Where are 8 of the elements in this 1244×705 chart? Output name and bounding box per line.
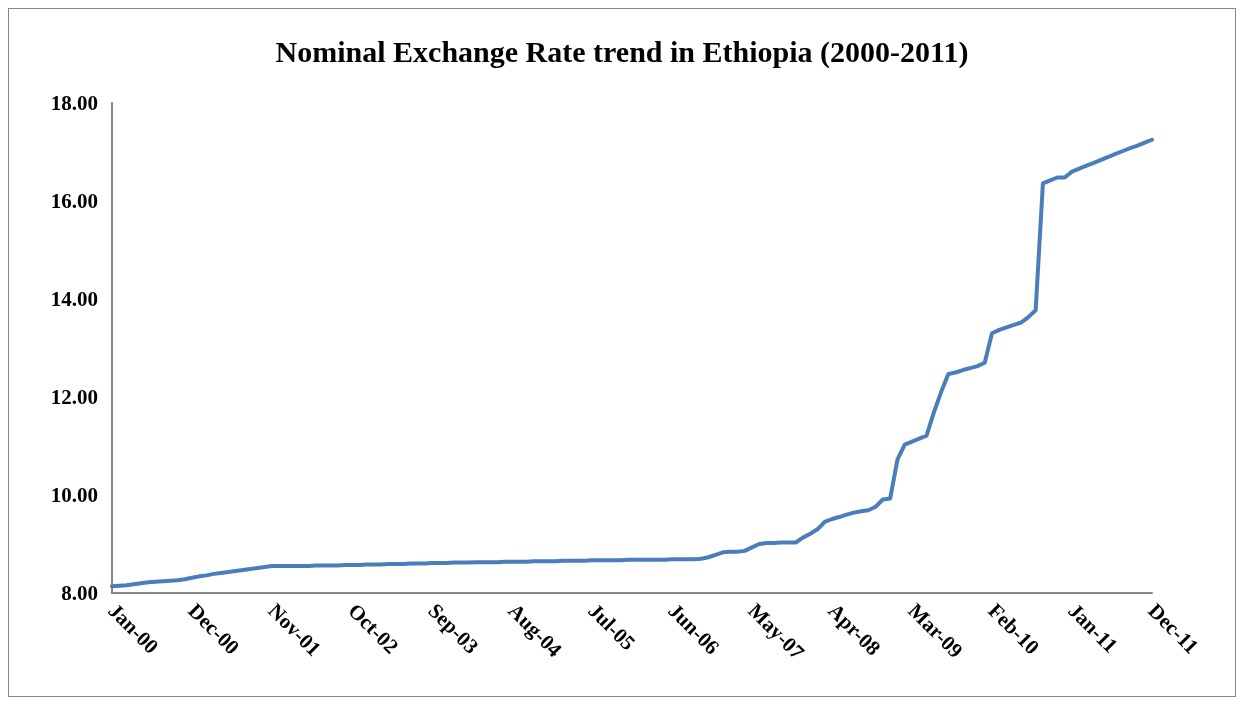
y-tick-label: 16.00 [50, 189, 98, 213]
y-tick-label: 12.00 [50, 385, 98, 409]
y-tick-label: 8.00 [61, 581, 98, 605]
y-tick-label: 10.00 [50, 483, 98, 507]
y-tick-label: 18.00 [50, 91, 98, 115]
chart-title: Nominal Exchange Rate trend in Ethiopia (2000-2011) [275, 34, 969, 69]
y-tick-label: 14.00 [50, 287, 98, 311]
line-series [110, 137, 1154, 589]
